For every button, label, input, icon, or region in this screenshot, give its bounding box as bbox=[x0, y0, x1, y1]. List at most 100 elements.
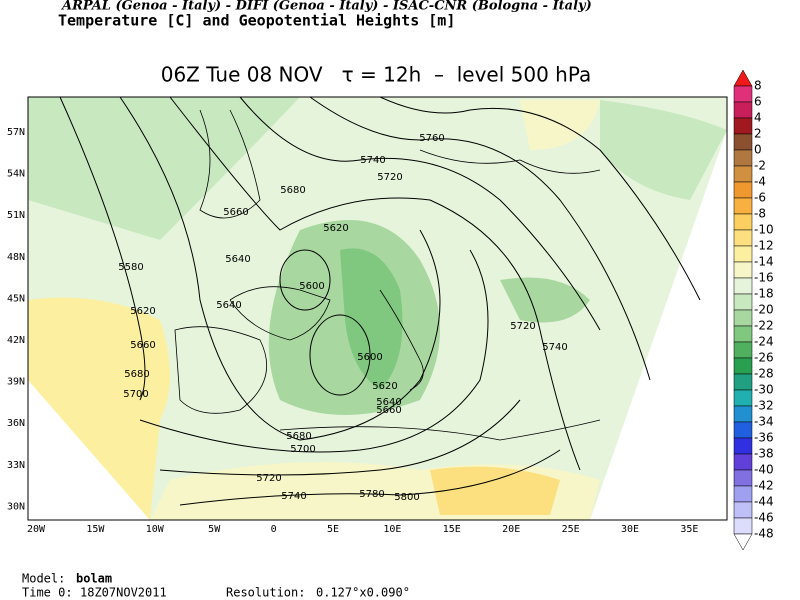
resolution: 0.127°x0.090° bbox=[316, 586, 410, 600]
colorbar-swatch bbox=[733, 181, 753, 199]
colorbar-swatch bbox=[733, 389, 753, 407]
contour-label: 5600 bbox=[357, 352, 382, 363]
colorbar-swatch bbox=[733, 325, 753, 343]
colorbar-label: -32 bbox=[754, 399, 774, 413]
colorbar-label: -4 bbox=[754, 175, 766, 189]
lon-label: 35E bbox=[680, 524, 698, 535]
contour-label: 5680 bbox=[124, 369, 149, 380]
colorbar-swatch bbox=[733, 277, 753, 295]
colorbar-label: 4 bbox=[754, 111, 762, 125]
colorbar-label: -18 bbox=[754, 287, 774, 301]
contour-label: 5660 bbox=[130, 340, 155, 351]
colorbar-swatch bbox=[733, 357, 753, 375]
colorbar-label: -16 bbox=[754, 271, 774, 285]
shade bbox=[500, 277, 590, 323]
colorbar-label: 2 bbox=[754, 127, 762, 141]
colorbar-swatch bbox=[733, 421, 753, 439]
colorbar-swatch bbox=[733, 133, 753, 151]
map-frame bbox=[27, 96, 728, 521]
coastlines bbox=[174, 109, 601, 441]
colorbar-swatch bbox=[733, 213, 753, 231]
contour-label: 5620 bbox=[323, 223, 348, 234]
colorbar-label: -48 bbox=[754, 527, 774, 541]
colorbar-swatch bbox=[733, 117, 753, 135]
colorbar-swatch bbox=[733, 101, 753, 119]
colorbar-swatch bbox=[733, 85, 753, 103]
lon-label: 15W bbox=[86, 524, 105, 535]
colorbar-swatch bbox=[733, 437, 753, 455]
shade bbox=[28, 97, 300, 240]
product: Temperature [C] and Geopotential Heights… bbox=[58, 12, 455, 30]
colorbar-label: 6 bbox=[754, 95, 762, 109]
model-label: Model: bbox=[22, 572, 65, 586]
contour-label: 5700 bbox=[123, 389, 148, 400]
contour-label: 5660 bbox=[223, 207, 248, 218]
lat-label: 36N bbox=[7, 418, 25, 429]
colorbar-label: -46 bbox=[754, 511, 774, 525]
colorbar-swatch bbox=[733, 197, 753, 215]
contour-label: 5720 bbox=[377, 172, 402, 183]
lat-label: 39N bbox=[7, 377, 25, 388]
contour-label: 5660 bbox=[376, 405, 401, 416]
contour-label: 5700 bbox=[290, 444, 315, 455]
colorbar-label: -28 bbox=[754, 367, 774, 381]
contour-label: 5720 bbox=[256, 473, 281, 484]
colorbar-label: -6 bbox=[754, 191, 766, 205]
colorbar-label: -14 bbox=[754, 255, 774, 269]
time-label: Time 0: bbox=[22, 586, 73, 600]
contour-label: 5780 bbox=[359, 489, 384, 500]
shade bbox=[520, 100, 600, 150]
colorbar-swatch bbox=[733, 165, 753, 183]
colorbar-label: -42 bbox=[754, 479, 774, 493]
lon-label: 0 bbox=[271, 524, 277, 535]
contour-label: 5640 bbox=[216, 300, 241, 311]
colorbar-label: -40 bbox=[754, 463, 774, 477]
contour-label: 5740 bbox=[542, 342, 567, 353]
contour-label: 5640 bbox=[225, 254, 250, 265]
contour-label: 5740 bbox=[281, 491, 306, 502]
colorbar-label: -26 bbox=[754, 351, 774, 365]
lat-label: 42N bbox=[7, 335, 25, 346]
colorbar-label: -8 bbox=[754, 207, 766, 221]
colorbar-swatch bbox=[733, 309, 753, 327]
shade bbox=[340, 248, 403, 390]
contour-label: 5600 bbox=[299, 281, 324, 292]
lat-label: 57N bbox=[7, 127, 25, 138]
lon-label: 10W bbox=[146, 524, 165, 535]
colorbar: 8 6 4 2 0 -2 -4 -6 -8 -10 -12 -14 -16 -18 -20 -22 -24 -26… bbox=[733, 69, 774, 551]
colorbar-swatch bbox=[733, 517, 753, 535]
shade bbox=[600, 100, 727, 200]
colorbar-label: -44 bbox=[754, 495, 774, 509]
model: bolam bbox=[76, 572, 112, 586]
lon-label: 30E bbox=[621, 524, 639, 535]
colorbar-label: -2 bbox=[754, 159, 766, 173]
colorbar-swatch bbox=[733, 149, 753, 167]
shade bbox=[28, 297, 170, 520]
colorbar-label: -30 bbox=[754, 383, 774, 397]
colorbar-label: -38 bbox=[754, 447, 774, 461]
colorbar-label: -34 bbox=[754, 415, 774, 429]
colorbar-swatch bbox=[733, 341, 753, 359]
lon-label: 5E bbox=[327, 524, 339, 535]
contour-label: 5720 bbox=[510, 321, 535, 332]
resolution-label: Resolution: bbox=[226, 586, 305, 600]
lat-label: 51N bbox=[7, 210, 25, 221]
colorbar-swatch bbox=[733, 261, 753, 279]
colorbar-label: -24 bbox=[754, 335, 774, 349]
lat-label: 54N bbox=[7, 169, 25, 180]
contour-label: 5680 bbox=[280, 185, 305, 196]
contour-label: 5680 bbox=[286, 431, 311, 442]
colorbar-swatch bbox=[733, 229, 753, 247]
map-area bbox=[27, 96, 728, 521]
lon-label: 25E bbox=[562, 524, 580, 535]
contour-label: 5740 bbox=[360, 155, 385, 166]
colorbar-swatch bbox=[733, 405, 753, 423]
colorbar-label: -22 bbox=[754, 319, 774, 333]
map-title: 06Z Tue 08 NOV τ = 12h – level 500 hPa bbox=[161, 63, 592, 87]
colorbar-label: -10 bbox=[754, 223, 774, 237]
colorbar-swatch bbox=[733, 453, 753, 471]
lon-label: 20W bbox=[27, 524, 46, 535]
colorbar-label: -36 bbox=[754, 431, 774, 445]
